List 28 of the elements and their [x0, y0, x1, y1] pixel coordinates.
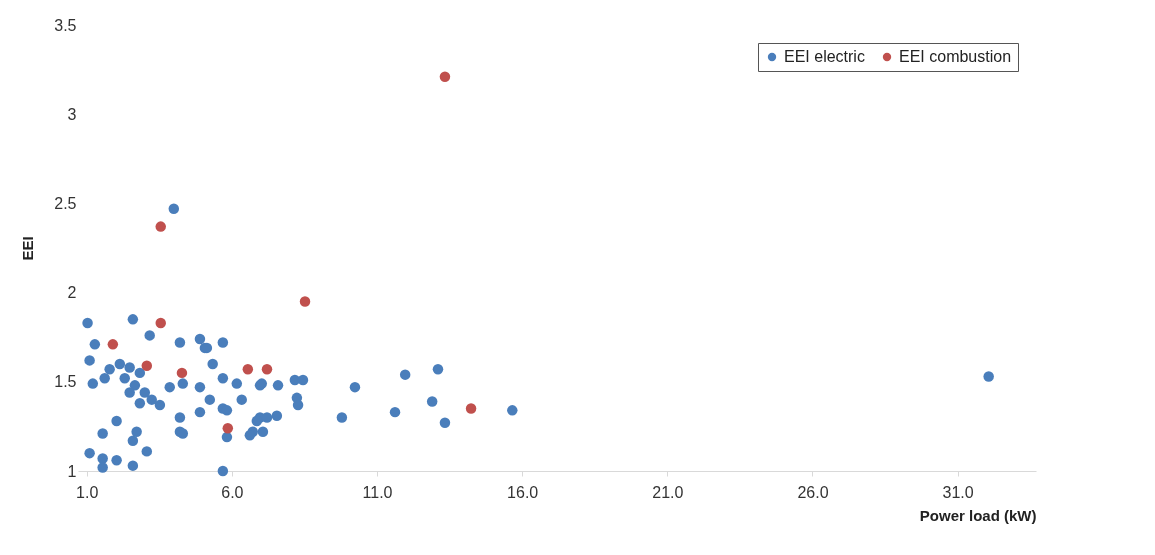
point — [299, 296, 311, 307]
point — [465, 403, 477, 414]
x-tick-label: 31.0 — [942, 483, 974, 501]
point — [222, 422, 234, 434]
point — [155, 317, 166, 329]
y-tick-label: 1.5 — [54, 373, 77, 391]
point — [439, 71, 451, 82]
point — [107, 339, 119, 350]
y-tick-label: 2 — [67, 284, 77, 302]
point — [176, 367, 188, 379]
legend-label: EEI electric — [784, 48, 865, 65]
y-tick-label: 1 — [67, 462, 77, 480]
legend-label: EEI combustion — [899, 48, 1012, 65]
point — [242, 364, 254, 375]
y-tick-label: 2.5 — [54, 194, 77, 212]
y-axis-title: EEI — [19, 236, 37, 261]
x-tick-label: 26.0 — [797, 483, 829, 501]
x-axis-title: Power load (kW) — [919, 506, 1037, 524]
x-tick-label: 6.0 — [221, 483, 244, 501]
point — [141, 360, 153, 371]
x-tick-label: 11.0 — [362, 483, 393, 501]
x-tick-label: 16.0 — [507, 483, 539, 501]
point — [261, 364, 273, 375]
y-tick-label: 3.5 — [54, 16, 77, 34]
point — [155, 221, 166, 232]
x-tick-label: 21.0 — [652, 483, 684, 501]
y-tick-label: 3 — [67, 105, 77, 123]
x-tick-label: 1.0 — [76, 483, 99, 501]
